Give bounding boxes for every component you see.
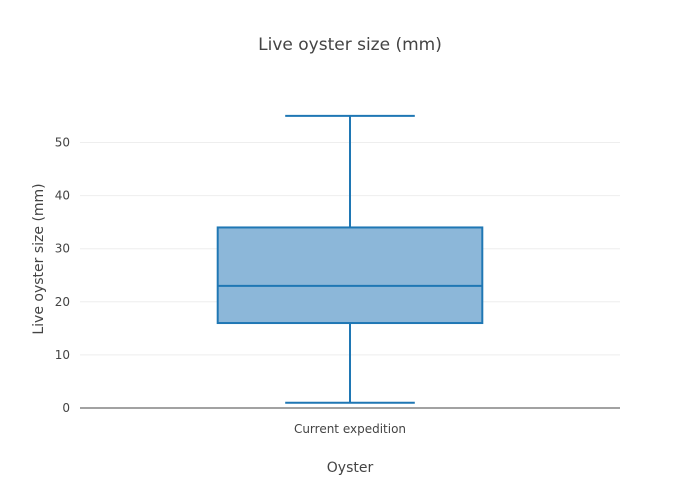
y-tick-label: 20 (55, 295, 70, 309)
box-iqr (216, 226, 484, 325)
chart-title: Live oyster size (mm) (258, 35, 442, 55)
y-tick-label: 30 (55, 242, 70, 256)
x-axis-title: Oyster (327, 460, 374, 476)
y-axis-ticks: 0 10 20 30 40 50 (55, 135, 70, 415)
y-tick-label: 0 (62, 401, 70, 415)
y-tick-label: 10 (55, 348, 70, 362)
box (216, 114, 484, 404)
box-series (216, 114, 484, 404)
x-axis-ticks: Current expedition (294, 422, 406, 436)
x-tick-label: Current expedition (294, 422, 406, 436)
y-axis-title: Live oyster size (mm) (31, 183, 47, 334)
y-tick-label: 40 (55, 189, 70, 203)
y-tick-label: 50 (55, 135, 70, 149)
